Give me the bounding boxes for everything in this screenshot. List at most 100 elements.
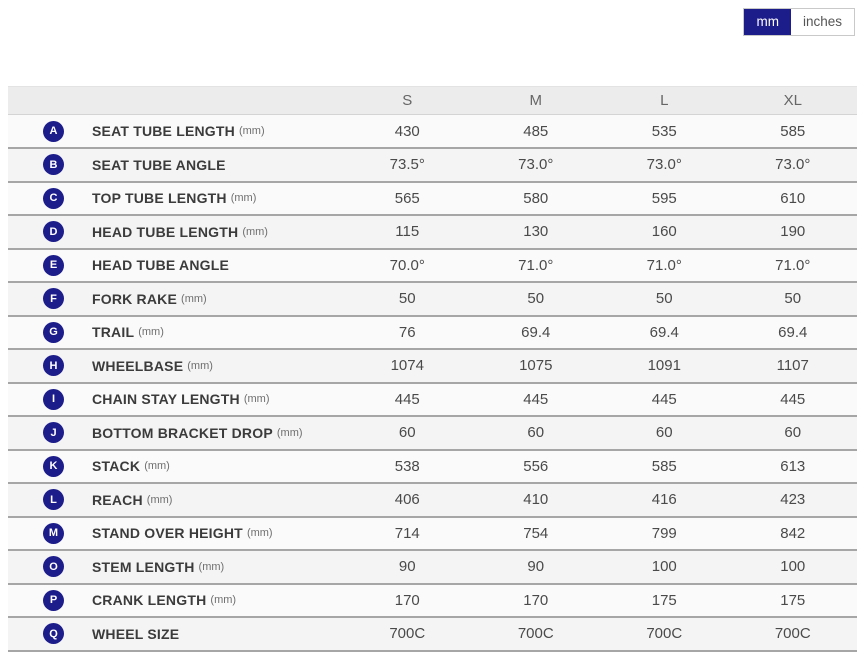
table-row: L REACH (mm) 406 410 416 423 — [8, 482, 857, 516]
cell-value-l: 60 — [655, 424, 673, 442]
cell-value-l: 100 — [651, 558, 677, 576]
row-letter-badge: O — [43, 556, 64, 578]
cell-value-m: 90 — [527, 558, 545, 576]
cell-value-xl: 73.0° — [775, 156, 811, 174]
row-letter-badge: B — [43, 154, 64, 176]
cell-value-m: 60 — [527, 424, 545, 442]
cell-value-l: 175 — [651, 591, 677, 609]
table-row: F FORK RAKE (mm) 50 50 50 50 — [8, 281, 857, 315]
row-label: CHAIN STAY LENGTH — [92, 391, 240, 408]
row-letter-badge: D — [43, 221, 64, 243]
row-label-cell: Q WHEEL SIZE — [8, 623, 343, 645]
row-label-cell: B SEAT TUBE ANGLE — [8, 154, 343, 176]
cell-value-s: 90 — [398, 558, 416, 576]
column-header-s: S — [402, 92, 413, 109]
row-letter-badge: E — [43, 254, 64, 276]
cell-value-m: 73.0° — [518, 156, 554, 174]
row-label-cell: D HEAD TUBE LENGTH (mm) — [8, 221, 343, 243]
table-row: P CRANK LENGTH (mm) 170 170 175 175 — [8, 582, 857, 616]
table-row: K STACK (mm) 538 556 585 613 — [8, 448, 857, 482]
row-unit: (mm) — [246, 527, 273, 540]
cell-value-xl: 700C — [774, 625, 811, 643]
row-label: CRANK LENGTH — [92, 592, 207, 609]
cell-value-s: 1074 — [390, 357, 424, 375]
row-label-cell: L REACH (mm) — [8, 489, 343, 511]
row-unit: (mm) — [243, 393, 270, 406]
row-label: SEAT TUBE LENGTH — [92, 123, 235, 139]
row-label: WHEELBASE — [92, 357, 184, 374]
cell-value-xl: 175 — [780, 591, 806, 609]
inches-button[interactable]: inches — [790, 9, 854, 35]
table-row: H WHEELBASE (mm) 1074 1075 1091 1107 — [8, 348, 857, 382]
cell-value-m: 69.4 — [521, 323, 551, 341]
row-label: STAND OVER HEIGHT — [92, 525, 243, 542]
cell-value-xl: 1107 — [776, 357, 809, 375]
cell-value-xl: 585 — [780, 122, 806, 140]
table-row: B SEAT TUBE ANGLE 73.5° 73.0° 73.0° 73.0… — [8, 147, 857, 181]
cell-value-m: 485 — [523, 122, 549, 140]
mm-button[interactable]: mm — [744, 9, 791, 35]
cell-value-s: 565 — [394, 189, 420, 207]
row-letter-badge: I — [43, 388, 64, 410]
cell-value-xl: 423 — [780, 491, 806, 509]
cell-value-xl: 445 — [780, 390, 806, 408]
row-label: HEAD TUBE ANGLE — [92, 257, 230, 274]
cell-value-m: 445 — [523, 390, 549, 408]
row-unit: (mm) — [238, 125, 265, 137]
row-label-cell: H WHEELBASE (mm) — [8, 355, 343, 377]
cell-value-s: 76 — [398, 323, 416, 341]
cell-value-l: 71.0° — [646, 256, 682, 274]
cell-value-l: 799 — [651, 524, 677, 542]
cell-value-xl: 842 — [780, 524, 806, 542]
table-row: E HEAD TUBE ANGLE 70.0° 71.0° 71.0° 71.0… — [8, 247, 857, 281]
row-unit: (mm) — [144, 460, 170, 473]
cell-value-xl: 60 — [784, 424, 802, 442]
row-label-cell: K STACK (mm) — [8, 455, 343, 477]
row-letter-badge: A — [43, 120, 64, 142]
row-unit: (mm) — [210, 594, 237, 607]
column-header-l: L — [660, 92, 669, 109]
row-label-cell: J BOTTOM BRACKET DROP (mm) — [8, 422, 343, 444]
table-row: D HEAD TUBE LENGTH (mm) 115 130 160 190 — [8, 214, 857, 248]
row-label: BOTTOM BRACKET DROP — [92, 424, 273, 441]
row-label: REACH — [92, 491, 143, 508]
row-letter-badge: L — [43, 489, 64, 511]
table-body: A SEAT TUBE LENGTH (mm) 430 485 535 585 … — [8, 115, 857, 650]
cell-value-m: 50 — [527, 290, 545, 308]
unit-toggle: mm inches — [743, 8, 855, 36]
row-label-cell: G TRAIL (mm) — [8, 321, 343, 343]
row-label: TRAIL — [92, 324, 135, 341]
row-label-cell: P CRANK LENGTH (mm) — [8, 589, 343, 611]
cell-value-l: 69.4 — [649, 323, 679, 341]
row-label: TOP TUBE LENGTH — [92, 190, 227, 207]
cell-value-s: 50 — [398, 290, 416, 308]
row-unit: (mm) — [198, 560, 225, 573]
table-row: Q WHEEL SIZE 700C 700C 700C 700C — [8, 616, 857, 650]
row-letter-badge: J — [43, 422, 64, 444]
cell-value-m: 1075 — [519, 357, 553, 375]
cell-value-m: 130 — [523, 223, 549, 241]
geometry-table: S M L XL A SEAT TUBE LENGTH (mm) 430 485… — [8, 86, 857, 652]
row-letter-badge: G — [43, 321, 64, 343]
cell-value-xl: 100 — [780, 558, 806, 576]
cell-value-s: 73.5° — [389, 156, 425, 174]
column-header-xl: XL — [783, 92, 802, 109]
cell-value-s: 430 — [394, 122, 420, 140]
cell-value-s: 445 — [394, 390, 420, 408]
row-letter-badge: Q — [43, 623, 64, 645]
cell-value-l: 700C — [646, 625, 683, 643]
row-label-cell: I CHAIN STAY LENGTH (mm) — [8, 388, 343, 410]
cell-value-l: 73.0° — [646, 156, 682, 174]
row-label-cell: C TOP TUBE LENGTH (mm) — [8, 187, 343, 209]
column-header-m: M — [529, 92, 543, 109]
row-label: HEAD TUBE LENGTH — [92, 223, 239, 240]
cell-value-s: 70.0° — [389, 256, 425, 274]
row-letter-badge: C — [43, 187, 64, 209]
row-label: FORK RAKE — [92, 290, 178, 307]
row-label: STEM LENGTH — [92, 558, 195, 575]
row-unit: (mm) — [276, 426, 303, 439]
cell-value-l: 416 — [651, 491, 677, 509]
row-unit: (mm) — [187, 359, 213, 372]
row-label-cell: A SEAT TUBE LENGTH (mm) — [8, 120, 343, 142]
row-letter-badge: F — [43, 288, 64, 310]
